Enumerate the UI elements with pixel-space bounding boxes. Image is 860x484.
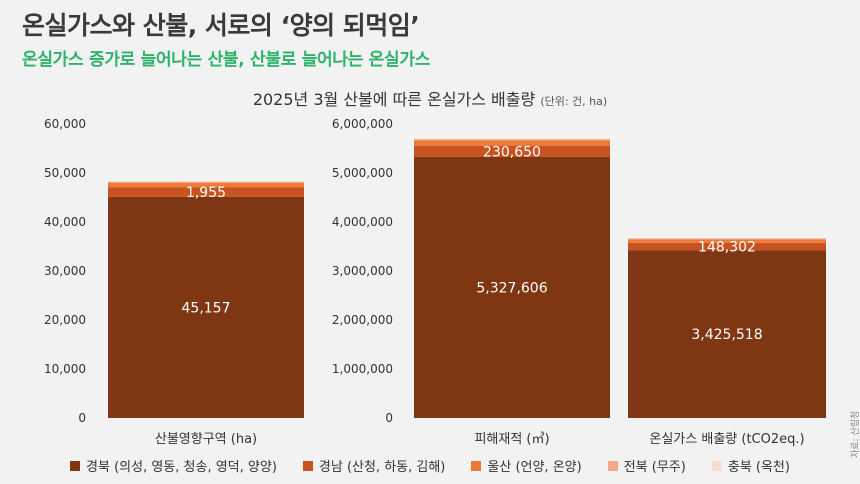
legend-label: 경북 (의성, 영동, 청송, 영덕, 양양) xyxy=(86,460,277,475)
bar-segment-ulsan xyxy=(628,239,826,243)
left-y-tick-label: 60,000 xyxy=(44,117,86,131)
source-credit: 자료: 산림청 xyxy=(851,410,860,458)
legend-label: 충북 (옥천) xyxy=(727,460,790,475)
x-category-label: 산불영향구역 (ha) xyxy=(155,432,257,447)
right-y-tick-label: 2,000,000 xyxy=(332,313,393,327)
legend-label: 경남 (산청, 하동, 김해) xyxy=(318,460,446,475)
chart-title-unit: (단위: 건, ha) xyxy=(540,95,608,108)
legend-swatch xyxy=(70,460,81,471)
right-y-tick-label: 4,000,000 xyxy=(332,215,393,229)
bar-segment-jeonbuk xyxy=(414,139,610,141)
data-label-gyeongnam: 148,302 xyxy=(698,240,756,256)
legend-item-gyeongnam: 경남 (산청, 하동, 김해) xyxy=(302,456,446,475)
left-y-tick-label: 50,000 xyxy=(44,166,86,180)
data-label-gyeongnam: 230,650 xyxy=(483,144,541,160)
bar-segment-ulsan xyxy=(414,140,610,146)
legend-item-chungbuk: 충북 (옥천) xyxy=(711,456,790,475)
legend-swatch xyxy=(607,460,618,471)
legend-label: 울산 (언양, 온양) xyxy=(487,460,582,475)
left-y-tick-label: 30,000 xyxy=(44,264,86,278)
legend-item-gyeongbuk: 경북 (의성, 영동, 청송, 영덕, 양양) xyxy=(70,456,277,475)
bar-segment-gyeongbuk xyxy=(628,250,826,418)
bar-segment-gyeongnam xyxy=(628,242,826,251)
left-y-tick-label: 40,000 xyxy=(44,215,86,229)
chart-title: 2025년 3월 산불에 따른 온실가스 배출량 (단위: 건, ha) xyxy=(0,86,860,110)
x-category-label: 피해재적 (㎥) xyxy=(474,432,549,447)
bar-segment-jeonbuk xyxy=(628,238,826,240)
x-category-label: 온실가스 배출량 (tCO2eq.) xyxy=(649,432,804,447)
right-y-tick-label: 6,000,000 xyxy=(332,117,393,131)
bar-segment-gyeongnam xyxy=(414,145,610,157)
bar-segment-gyeongbuk xyxy=(414,156,610,418)
data-label-gyeongbuk: 5,327,606 xyxy=(476,280,547,296)
right-y-tick-label: 5,000,000 xyxy=(332,166,393,180)
bar-segment-gyeongbuk xyxy=(108,196,304,418)
left-y-tick-label: 20,000 xyxy=(44,313,86,327)
left-y-tick-label: 0 xyxy=(78,411,86,425)
legend-swatch xyxy=(471,460,482,471)
right-y-tick-label: 3,000,000 xyxy=(332,264,393,278)
left-y-tick-label: 10,000 xyxy=(44,362,86,376)
data-label-gyeongbuk: 3,425,518 xyxy=(691,327,762,343)
legend-swatch xyxy=(711,460,722,471)
legend-item-jeonbuk: 전북 (무주) xyxy=(607,456,686,475)
data-label-gyeongbuk: 45,157 xyxy=(182,300,231,316)
chart-title-text: 2025년 3월 산불에 따른 온실가스 배출량 xyxy=(252,90,536,109)
bar-segment-gyeongnam xyxy=(108,187,304,197)
subheadline: 온실가스 증가로 늘어나는 산불, 산불로 늘어나는 온실가스 xyxy=(22,50,431,70)
legend: 경북 (의성, 영동, 청송, 영덕, 양양) 경남 (산청, 하동, 김해) … xyxy=(0,456,860,475)
right-y-tick-label: 1,000,000 xyxy=(332,362,393,376)
data-label-gyeongnam: 1,955 xyxy=(186,185,226,201)
bar-segment-jeonbuk xyxy=(108,181,304,183)
legend-item-ulsan: 울산 (언양, 온양) xyxy=(471,456,582,475)
bar-segment-ulsan xyxy=(108,182,304,188)
legend-label: 전북 (무주) xyxy=(623,460,686,475)
headline: 온실가스와 산불, 서로의 ‘양의 되먹임’ xyxy=(22,11,420,40)
legend-swatch xyxy=(302,460,313,471)
right-y-tick-label: 0 xyxy=(385,411,393,425)
